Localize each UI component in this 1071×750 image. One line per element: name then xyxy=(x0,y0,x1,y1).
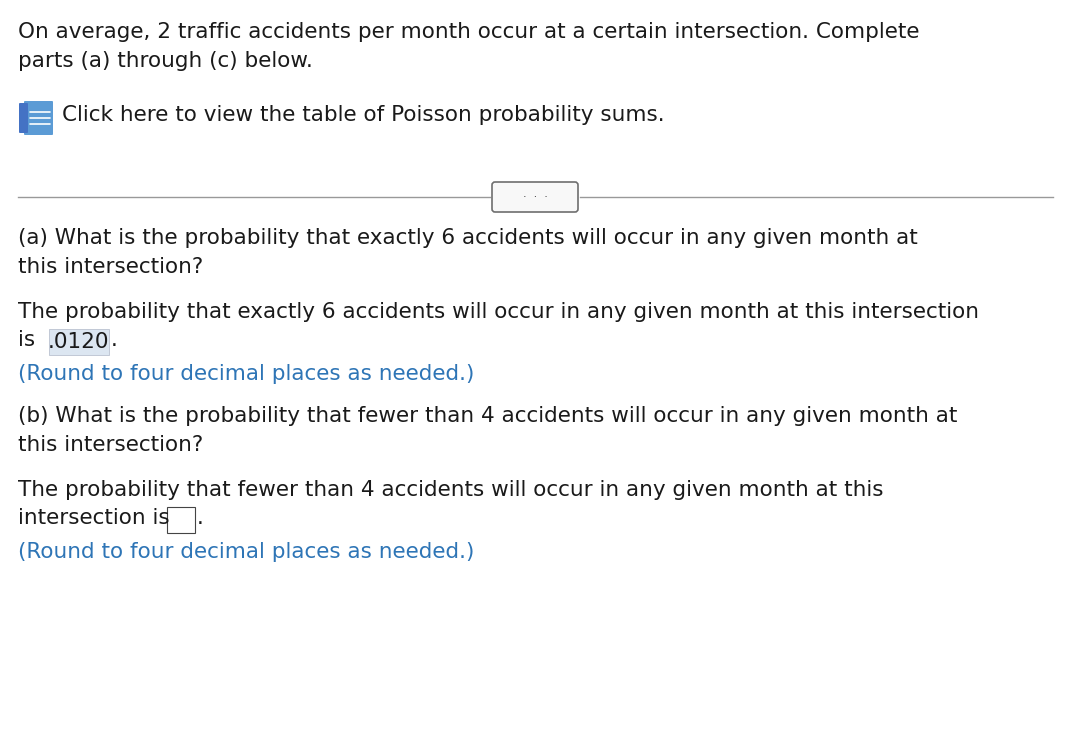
Text: ·  ·  ·: · · · xyxy=(523,192,547,202)
Text: .: . xyxy=(111,330,118,350)
Text: The probability that exactly 6 accidents will occur in any given month at this i: The probability that exactly 6 accidents… xyxy=(18,302,979,322)
FancyBboxPatch shape xyxy=(19,103,28,133)
Text: The probability that fewer than 4 accidents will occur in any given month at thi: The probability that fewer than 4 accide… xyxy=(18,480,884,500)
Text: (Round to four decimal places as needed.): (Round to four decimal places as needed.… xyxy=(18,542,474,562)
Text: (a) What is the probability that exactly 6 accidents will occur in any given mon: (a) What is the probability that exactly… xyxy=(18,228,918,277)
FancyBboxPatch shape xyxy=(492,182,578,212)
FancyBboxPatch shape xyxy=(49,329,109,355)
Text: .: . xyxy=(197,508,203,528)
Text: (Round to four decimal places as needed.): (Round to four decimal places as needed.… xyxy=(18,364,474,384)
Text: Click here to view the table of Poisson probability sums.: Click here to view the table of Poisson … xyxy=(62,105,665,125)
Text: is: is xyxy=(18,330,42,350)
FancyBboxPatch shape xyxy=(167,507,195,533)
Text: (b) What is the probability that fewer than 4 accidents will occur in any given : (b) What is the probability that fewer t… xyxy=(18,406,957,454)
Text: intersection is: intersection is xyxy=(18,508,177,528)
Text: On average, 2 traffic accidents per month occur at a certain intersection. Compl: On average, 2 traffic accidents per mont… xyxy=(18,22,920,70)
Text: .0120: .0120 xyxy=(48,332,109,352)
FancyBboxPatch shape xyxy=(24,101,52,135)
